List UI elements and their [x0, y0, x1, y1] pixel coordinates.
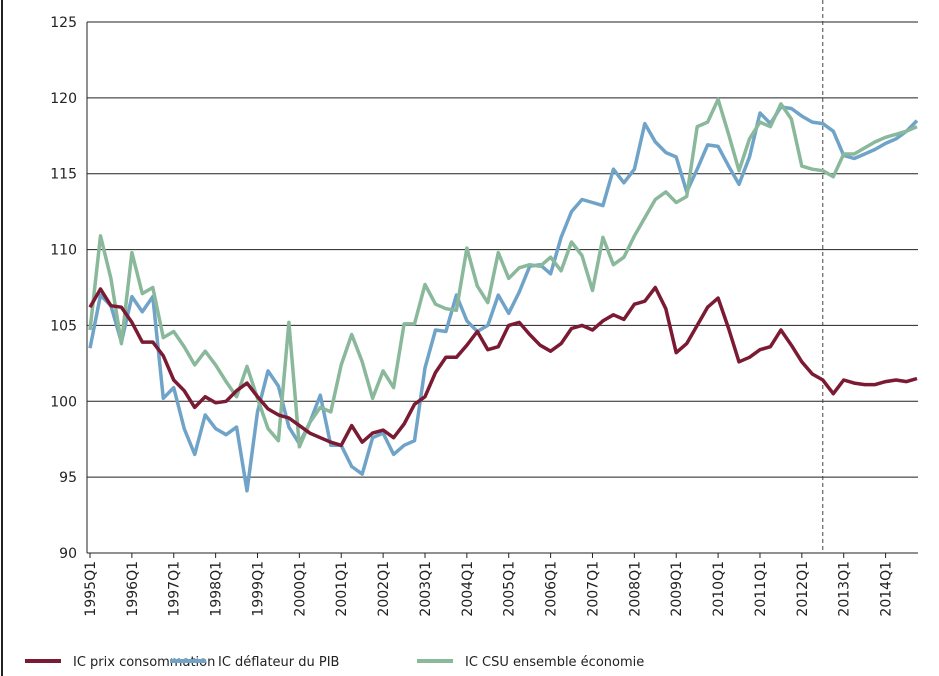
y-tick-label: 95 — [59, 470, 77, 486]
legend-label: IC CSU ensemble économie — [465, 655, 644, 670]
x-tick-label: 2012Q1 — [795, 561, 811, 617]
x-tick-label: 2013Q1 — [837, 561, 853, 617]
series-line — [88, 285, 918, 448]
series-line — [88, 97, 918, 449]
x-tick-label: 1996Q1 — [125, 561, 141, 617]
x-tick-label: 1995Q1 — [83, 561, 99, 617]
x-tick-label: 2004Q1 — [460, 561, 476, 617]
x-tick-label: 2009Q1 — [669, 561, 685, 617]
x-tick-label: 2000Q1 — [292, 561, 308, 617]
x-tick-label: 2007Q1 — [585, 561, 601, 617]
legend-label: IC déflateur du PIB — [218, 655, 339, 670]
y-tick-label: 120 — [50, 91, 77, 107]
x-tick-label: 2006Q1 — [544, 561, 560, 617]
x-tick-label: 1999Q1 — [250, 561, 266, 617]
x-tick-label: 2001Q1 — [334, 561, 350, 617]
y-tick-label: 90 — [59, 546, 77, 562]
x-tick-label: 1997Q1 — [167, 561, 183, 617]
x-tick-label: 2003Q1 — [418, 561, 434, 617]
legend-label: IC prix consommation — [73, 655, 215, 670]
y-tick-label: 125 — [50, 15, 77, 31]
x-tick-label: 2011Q1 — [753, 561, 769, 617]
x-tick-label: 2014Q1 — [879, 561, 895, 617]
x-tick-label: 2010Q1 — [711, 561, 727, 617]
y-tick-label: 110 — [50, 243, 77, 259]
y-tick-label: 115 — [50, 167, 77, 183]
x-tick-label: 2008Q1 — [627, 561, 643, 617]
x-tick-label: 2005Q1 — [502, 561, 518, 617]
x-tick-label: 2002Q1 — [376, 561, 392, 617]
y-tick-label: 100 — [50, 394, 77, 410]
x-tick-label: 1998Q1 — [209, 561, 225, 617]
series-line — [88, 105, 919, 493]
y-tick-label: 105 — [50, 318, 77, 334]
